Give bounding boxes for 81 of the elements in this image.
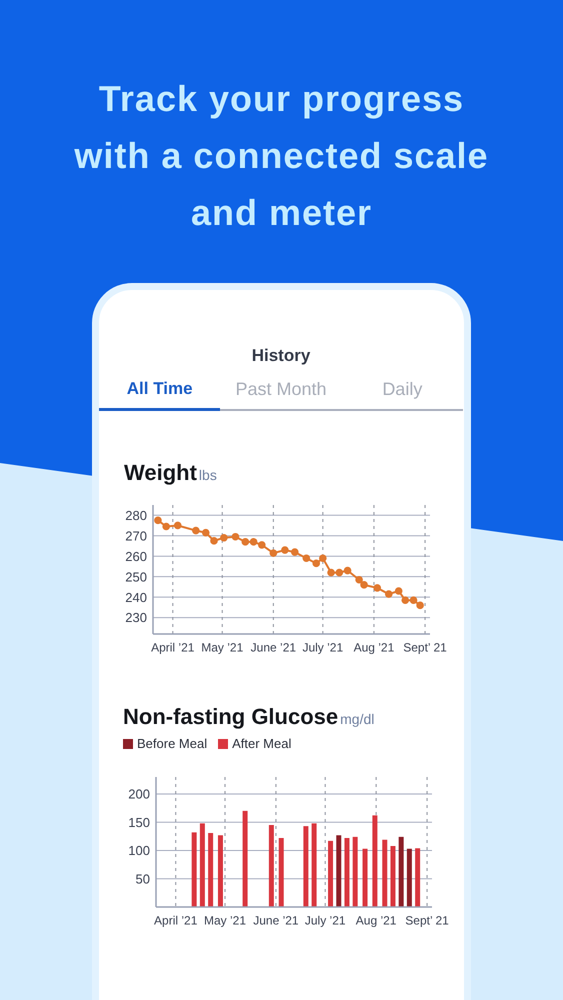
y-tick-label: 270 <box>125 528 147 544</box>
x-tick-label: Aug ’21 <box>356 914 397 928</box>
point <box>258 541 266 549</box>
point <box>281 546 289 554</box>
bar <box>344 838 350 907</box>
bar <box>303 826 308 907</box>
point <box>210 537 218 545</box>
y-tick-label: 240 <box>125 590 147 605</box>
point <box>312 560 320 568</box>
y-tick-label: 280 <box>125 508 147 523</box>
bar <box>192 832 197 907</box>
x-tick-label: Sept’ 21 <box>405 914 450 928</box>
y-tick-label: 100 <box>128 843 150 858</box>
x-tick-label: July ’21 <box>302 640 344 655</box>
bar <box>362 848 368 907</box>
point <box>319 554 327 562</box>
bar <box>390 846 396 907</box>
x-tick-label: May ’21 <box>204 914 246 928</box>
y-tick-label: 230 <box>125 610 147 626</box>
point <box>154 516 162 524</box>
bar <box>352 836 358 907</box>
bar <box>336 835 342 907</box>
point <box>202 528 210 536</box>
y-tick-label: 260 <box>125 548 147 564</box>
point <box>360 581 368 589</box>
bar <box>372 815 378 907</box>
bar <box>312 823 317 907</box>
point <box>416 602 424 610</box>
text: Daily <box>381 378 424 401</box>
point <box>174 522 182 530</box>
point <box>242 538 250 546</box>
x-tick-label: July ’21 <box>304 914 346 928</box>
point <box>250 538 258 546</box>
bar <box>200 823 205 907</box>
bar <box>208 832 214 907</box>
point <box>291 548 299 556</box>
text: Track your progress with a connected scale and meter <box>73 77 490 235</box>
bar <box>406 848 412 907</box>
bar <box>218 835 223 907</box>
point <box>384 590 393 598</box>
x-tick-label: May ’21 <box>201 640 244 655</box>
bar <box>415 848 420 907</box>
point <box>373 584 382 592</box>
point <box>401 596 410 604</box>
point <box>270 549 278 557</box>
text: History <box>250 345 312 367</box>
y-axis-title: mg/dl <box>340 711 374 727</box>
point <box>232 532 240 541</box>
bar <box>328 840 334 907</box>
bar <box>242 810 248 907</box>
x-tick-label: Sept’ 21 <box>403 640 448 655</box>
point <box>355 576 363 584</box>
chart-title: Weight <box>124 460 197 485</box>
y-tick-label: 250 <box>125 569 147 584</box>
y-tick-label: 200 <box>128 786 150 802</box>
point <box>410 596 418 604</box>
text: All Time <box>126 378 194 400</box>
point <box>344 566 352 574</box>
y-tick-label: 150 <box>128 814 150 830</box>
point <box>162 522 170 530</box>
y-axis-title: lbs <box>198 467 217 483</box>
bar <box>278 838 284 907</box>
legend-label: Before Meal <box>137 736 208 752</box>
chart-title: Non-fasting Glucose <box>123 704 338 729</box>
x-tick-label: April ’21 <box>151 640 195 655</box>
bar <box>382 840 388 907</box>
bar <box>398 836 404 907</box>
point <box>220 534 228 542</box>
x-tick-label: June ’21 <box>253 914 299 928</box>
point <box>394 587 402 595</box>
point <box>336 568 344 576</box>
bar <box>268 825 274 907</box>
x-tick-label: Aug ’21 <box>354 640 395 655</box>
legend-label: After Meal <box>232 736 292 752</box>
x-tick-label: April ’21 <box>154 914 198 928</box>
x-tick-label: June ’21 <box>250 640 296 655</box>
point <box>302 554 310 562</box>
point <box>327 568 335 576</box>
text: Past Month <box>234 378 328 401</box>
point <box>192 526 200 534</box>
y-tick-label: 50 <box>136 871 150 886</box>
